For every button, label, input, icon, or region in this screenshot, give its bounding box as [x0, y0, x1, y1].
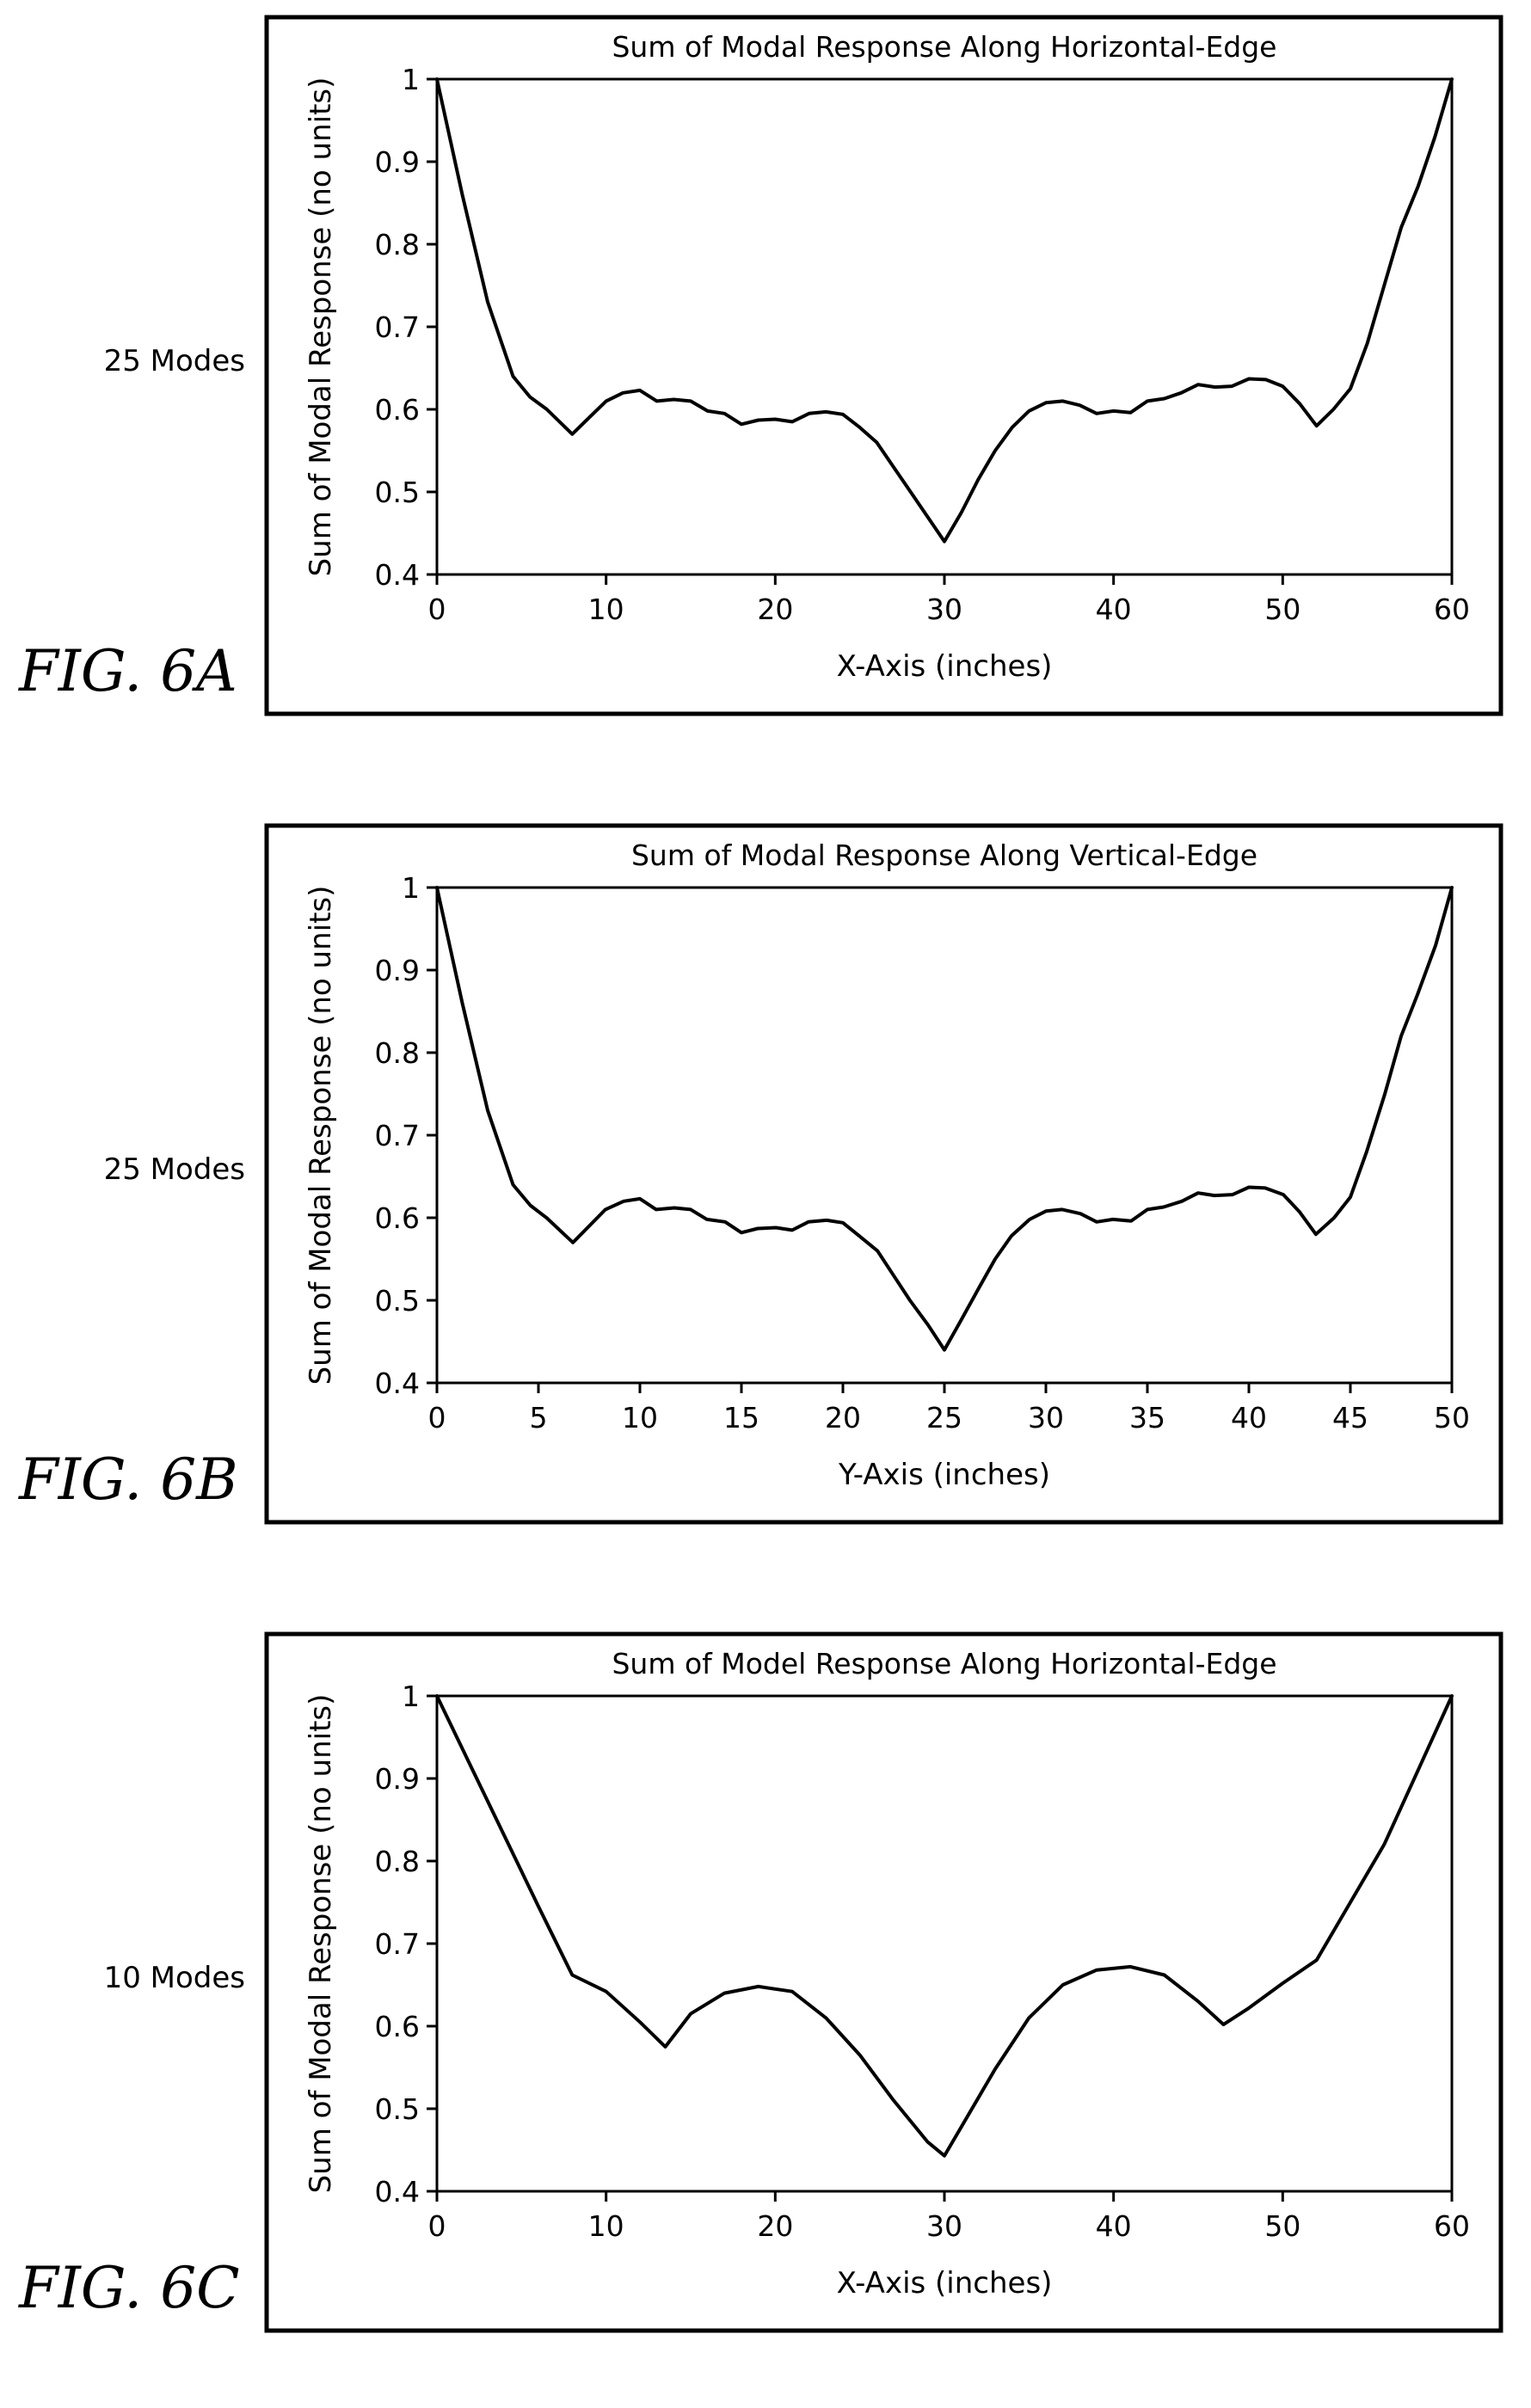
series-line — [435, 77, 1454, 544]
plot-area — [435, 886, 1454, 1385]
chart-title: Sum of Modal Response Along Horizontal-E… — [612, 30, 1276, 64]
series-line — [435, 886, 1454, 1352]
x-axis-label: X-Axis (inches) — [837, 649, 1053, 684]
figure-6a: FIG. 6A 25 Modes Sum of Modal Response A… — [0, 0, 1531, 791]
series-line — [435, 1694, 1454, 2158]
x-tick-label: 0 — [428, 593, 446, 626]
y-tick-label: 1 — [402, 871, 420, 905]
x-tick-label: 45 — [1332, 1401, 1368, 1434]
y-tick-label: 0.8 — [375, 1845, 420, 1878]
y-tick-label: 0.4 — [375, 2175, 420, 2208]
y-tick-label: 0.5 — [375, 2092, 420, 2126]
y-tick-label: 0.6 — [375, 2010, 420, 2043]
chart-6a: Sum of Modal Response Along Horizontal-E… — [264, 15, 1503, 716]
x-tick-label: 0 — [428, 1401, 446, 1434]
y-tick-label: 0.7 — [375, 310, 420, 344]
y-tick-label: 1 — [402, 63, 420, 96]
y-tick-label: 0.6 — [375, 393, 420, 427]
y-tick-label: 0.7 — [375, 1119, 420, 1152]
y-axis-label: Sum of Modal Response (no units) — [304, 77, 338, 577]
chart-title: Sum of Modal Response Along Vertical-Edg… — [631, 838, 1257, 872]
x-tick-label: 30 — [926, 2209, 962, 2243]
outer-frame — [264, 823, 1503, 1525]
outer-frame — [264, 1631, 1503, 2333]
y-tick-label: 0.5 — [375, 1284, 420, 1318]
y-tick-label: 1 — [402, 1680, 420, 1713]
y-tick-label: 0.8 — [375, 228, 420, 261]
chart-6b: Sum of Modal Response Along Vertical-Edg… — [264, 823, 1503, 1525]
x-tick-label: 20 — [757, 2209, 793, 2243]
x-tick-label: 35 — [1129, 1401, 1165, 1434]
x-tick-label: 20 — [825, 1401, 861, 1434]
x-tick-label: 30 — [926, 593, 962, 626]
x-tick-label: 10 — [622, 1401, 658, 1434]
y-tick-label: 0.9 — [375, 954, 420, 987]
y-tick-label: 0.7 — [375, 1927, 420, 1961]
modes-label: 25 Modes — [103, 344, 245, 378]
chart-6c: Sum of Model Response Along Horizontal-E… — [264, 1631, 1503, 2333]
y-tick-label: 0.8 — [375, 1036, 420, 1070]
x-axis-label: X-Axis (inches) — [837, 2266, 1053, 2300]
x-tick-label: 40 — [1096, 2209, 1132, 2243]
x-tick-label: 10 — [588, 2209, 624, 2243]
chart-title: Sum of Model Response Along Horizontal-E… — [612, 1647, 1276, 1680]
figure-label: FIG. 6C — [19, 2255, 240, 2321]
x-tick-label: 30 — [1028, 1401, 1064, 1434]
y-tick-label: 0.6 — [375, 1201, 420, 1235]
x-tick-label: 40 — [1231, 1401, 1267, 1434]
plot-area — [435, 1694, 1454, 2193]
figure-6b: FIG. 6B 25 Modes Sum of Modal Response A… — [0, 808, 1531, 1600]
modes-label: 10 Modes — [103, 1961, 245, 1995]
x-tick-label: 60 — [1434, 2209, 1470, 2243]
figure-label: FIG. 6B — [19, 1447, 238, 1513]
x-tick-label: 60 — [1434, 593, 1470, 626]
y-axis-label: Sum of Modal Response (no units) — [304, 1694, 338, 2194]
outer-frame — [264, 15, 1503, 716]
x-tick-label: 0 — [428, 2209, 446, 2243]
x-tick-label: 5 — [530, 1401, 548, 1434]
y-tick-label: 0.9 — [375, 145, 420, 179]
plot-area — [435, 77, 1454, 576]
figure-label: FIG. 6A — [19, 638, 237, 704]
y-tick-label: 0.5 — [375, 476, 420, 509]
x-tick-label: 40 — [1096, 593, 1132, 626]
x-tick-label: 50 — [1264, 2209, 1300, 2243]
y-tick-label: 0.4 — [375, 558, 420, 592]
modes-label: 25 Modes — [103, 1152, 245, 1187]
x-tick-label: 10 — [588, 593, 624, 626]
x-tick-label: 15 — [723, 1401, 759, 1434]
x-tick-label: 50 — [1434, 1401, 1470, 1434]
y-tick-label: 0.4 — [375, 1367, 420, 1400]
x-tick-label: 50 — [1264, 593, 1300, 626]
figure-6c: FIG. 6C 10 Modes Sum of Model Response A… — [0, 1617, 1531, 2408]
x-tick-label: 20 — [757, 593, 793, 626]
x-axis-label: Y-Axis (inches) — [838, 1458, 1050, 1492]
y-tick-label: 0.9 — [375, 1762, 420, 1796]
x-tick-label: 25 — [926, 1401, 962, 1434]
y-axis-label: Sum of Modal Response (no units) — [304, 886, 338, 1385]
